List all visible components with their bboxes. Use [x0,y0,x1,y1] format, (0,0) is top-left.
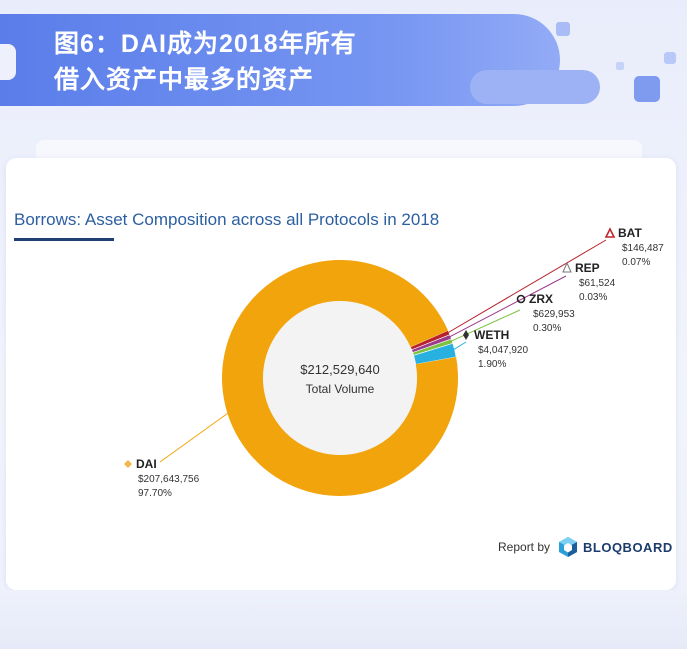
title-underline [14,238,114,241]
banner-decoration [470,70,600,104]
chart-title: Borrows: Asset Composition across all Pr… [14,210,440,229]
label-value-dai: $207,643,756 [138,474,200,485]
report-by-label: Report by [498,540,551,554]
figure-title-line-2: 借入资产中最多的资产 [54,66,315,94]
label-name-rep: REP [575,261,600,275]
label-pct-zrx: 0.30% [533,323,561,334]
label-name-dai: DAI [136,457,157,471]
leader-line-bat [445,239,607,335]
center-total-value: $212,529,640 [300,362,380,377]
label-value-zrx: $629,953 [533,309,575,320]
leader-line-rep [447,275,567,339]
slice-dai [222,259,458,496]
label-name-zrx: ZRX [529,292,553,306]
label-pct-weth: 1.90% [478,359,506,370]
augur-icon [562,261,572,273]
donut-center [263,301,417,455]
label-name-weth: WETH [474,328,509,342]
decorative-square [616,62,624,70]
bat-icon [604,227,616,238]
leader-line-zrx [449,309,521,343]
label-value-weth: $4,047,920 [478,345,528,356]
label-pct-rep: 0.03% [579,292,607,303]
label-pct-dai: 97.70% [138,488,172,499]
center-total-label: Total Volume [306,382,375,396]
label-pct-bat: 0.07% [622,257,650,268]
decorative-square [634,76,660,102]
bloqboard-logo-icon [559,537,577,557]
leader-line-dai [159,411,231,463]
brand-name: BLOQBOARD [583,540,673,555]
page-footer-strip [0,590,687,649]
header-banner [0,14,560,106]
banner-notch [0,44,16,80]
figure-title-line-1: 图6：DAI成为2018年所有 [54,30,357,58]
label-value-rep: $61,524 [579,278,616,289]
decorative-square [664,52,676,64]
ethereum-icon [463,330,469,340]
diamond-icon [124,460,132,468]
label-value-bat: $146,487 [622,243,664,254]
label-name-bat: BAT [618,226,642,240]
leader-line-weth [451,341,467,352]
decorative-square [556,22,570,36]
zrx-icon [516,294,526,304]
